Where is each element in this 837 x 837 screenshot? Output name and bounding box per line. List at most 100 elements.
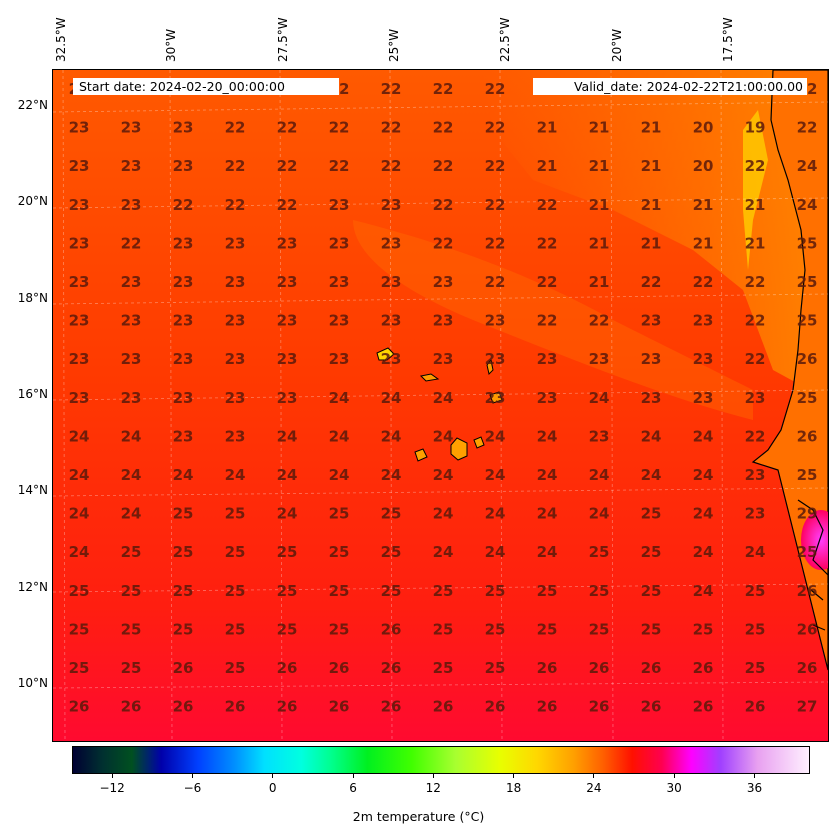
grid-value: 25 xyxy=(797,312,818,330)
colorbar-tick xyxy=(753,773,755,778)
grid-value: 25 xyxy=(381,543,402,561)
grid-value: 23 xyxy=(745,505,766,523)
grid-value: 23 xyxy=(173,234,194,252)
grid-value: 22 xyxy=(433,157,454,175)
grid-value: 24 xyxy=(433,466,454,484)
grid-value: 22 xyxy=(693,273,714,291)
grid-value-labels: 23 23 23 22 22 22 22 22 22 22 21 21 21 21 22 23 23 23 22 22… xyxy=(69,80,818,716)
grid-value: 24 xyxy=(433,427,454,445)
lat-label-22n: 22°N xyxy=(17,98,48,112)
colorbar-tick-label: 24 xyxy=(586,781,602,795)
grid-value: 24 xyxy=(329,466,350,484)
grid-value: 24 xyxy=(121,466,142,484)
grid-value: 24 xyxy=(485,466,506,484)
grid-value: 25 xyxy=(641,543,662,561)
colorbar-tick xyxy=(593,773,595,778)
grid-value: 24 xyxy=(485,505,506,523)
grid-value: 23 xyxy=(277,389,298,407)
grid-value: 21 xyxy=(537,157,558,175)
grid-value: 25 xyxy=(121,543,142,561)
grid-value: 23 xyxy=(745,389,766,407)
lat-label-16n: 16°N xyxy=(17,387,48,401)
colorbar-gradient xyxy=(73,747,809,773)
grid-value: 23 xyxy=(173,157,194,175)
grid-value: 25 xyxy=(433,659,454,677)
grid-value: 25 xyxy=(745,620,766,638)
grid-value: 23 xyxy=(433,273,454,291)
grid-value: 25 xyxy=(329,505,350,523)
grid-value: 23 xyxy=(641,312,662,330)
grid-value: 24 xyxy=(485,427,506,445)
grid-value: 23 xyxy=(121,157,142,175)
lat-label-10n: 10°N xyxy=(17,676,48,690)
grid-value: 23 xyxy=(485,312,506,330)
grid-value: 24 xyxy=(225,466,246,484)
grid-value: 21 xyxy=(589,273,610,291)
grid-value: 21 xyxy=(693,196,714,214)
grid-value: 24 xyxy=(693,505,714,523)
grid-value: 23 xyxy=(225,427,246,445)
grid-value: 23 xyxy=(121,119,142,137)
grid-value: 22 xyxy=(589,312,610,330)
grid-value: 25 xyxy=(69,659,90,677)
grid-value: 23 xyxy=(641,389,662,407)
graticule xyxy=(53,70,828,741)
grid-value: 25 xyxy=(381,505,402,523)
grid-value: 26 xyxy=(797,350,818,368)
colorbar-tick xyxy=(272,773,274,778)
grid-value: 25 xyxy=(641,620,662,638)
grid-value: 26 xyxy=(277,659,298,677)
grid-value: 23 xyxy=(277,234,298,252)
grid-value: 22 xyxy=(745,350,766,368)
grid-value: 29 xyxy=(797,505,818,523)
grid-value: 23 xyxy=(589,427,610,445)
grid-value: 23 xyxy=(69,273,90,291)
grid-value: 24 xyxy=(693,427,714,445)
lon-label-17-5w: 17.5°W xyxy=(721,17,735,62)
grid-value: 22 xyxy=(381,80,402,98)
grid-value: 24 xyxy=(589,466,610,484)
grid-value: 23 xyxy=(485,350,506,368)
grid-value: 26 xyxy=(589,659,610,677)
grid-value: 23 xyxy=(173,350,194,368)
grid-value: 22 xyxy=(225,119,246,137)
grid-value: 26 xyxy=(225,698,246,716)
grid-value: 24 xyxy=(589,505,610,523)
grid-value: 22 xyxy=(277,157,298,175)
grid-value: 24 xyxy=(485,543,506,561)
grid-value: 25 xyxy=(485,659,506,677)
grid-value: 25 xyxy=(745,582,766,600)
grid-value: 23 xyxy=(381,234,402,252)
grid-value: 25 xyxy=(693,620,714,638)
grid-value: 25 xyxy=(797,273,818,291)
grid-value: 23 xyxy=(745,466,766,484)
island-santo-antao xyxy=(376,347,395,361)
grid-value: 24 xyxy=(381,466,402,484)
colorbar-tick-label: 36 xyxy=(746,781,763,795)
lon-label-32-5w: 32.5°W xyxy=(54,17,68,62)
grid-value: 26 xyxy=(277,698,298,716)
colorbar-tick-label: 0 xyxy=(268,781,277,795)
grid-value: 23 xyxy=(693,389,714,407)
grid-value: 21 xyxy=(537,119,558,137)
grid-value: 23 xyxy=(277,273,298,291)
valid-date-label: Valid_date: 2024-02-22T21:00:00.00 xyxy=(533,78,807,95)
grid-value: 23 xyxy=(693,312,714,330)
grid-value: 25 xyxy=(537,620,558,638)
grid-value: 26 xyxy=(433,698,454,716)
grid-value: 25 xyxy=(69,620,90,638)
grid-value: 25 xyxy=(537,582,558,600)
temperature-map: 23 23 23 22 22 22 22 22 22 22 21 21 21 21 22 23 23 23 22 22… xyxy=(52,69,829,742)
grid-value: 23 xyxy=(69,389,90,407)
grid-value: 23 xyxy=(329,273,350,291)
grid-value: 24 xyxy=(433,505,454,523)
grid-value: 23 xyxy=(433,350,454,368)
grid-value: 22 xyxy=(485,196,506,214)
map-canvas: 23 23 23 22 22 22 22 22 22 22 21 21 21 21 22 23 23 23 22 22… xyxy=(53,70,828,741)
grid-value: 21 xyxy=(693,234,714,252)
grid-value: 24 xyxy=(537,505,558,523)
grid-value: 22 xyxy=(433,80,454,98)
cape-verde-islands xyxy=(376,347,503,462)
grid-value: 23 xyxy=(329,350,350,368)
grid-value: 25 xyxy=(329,620,350,638)
